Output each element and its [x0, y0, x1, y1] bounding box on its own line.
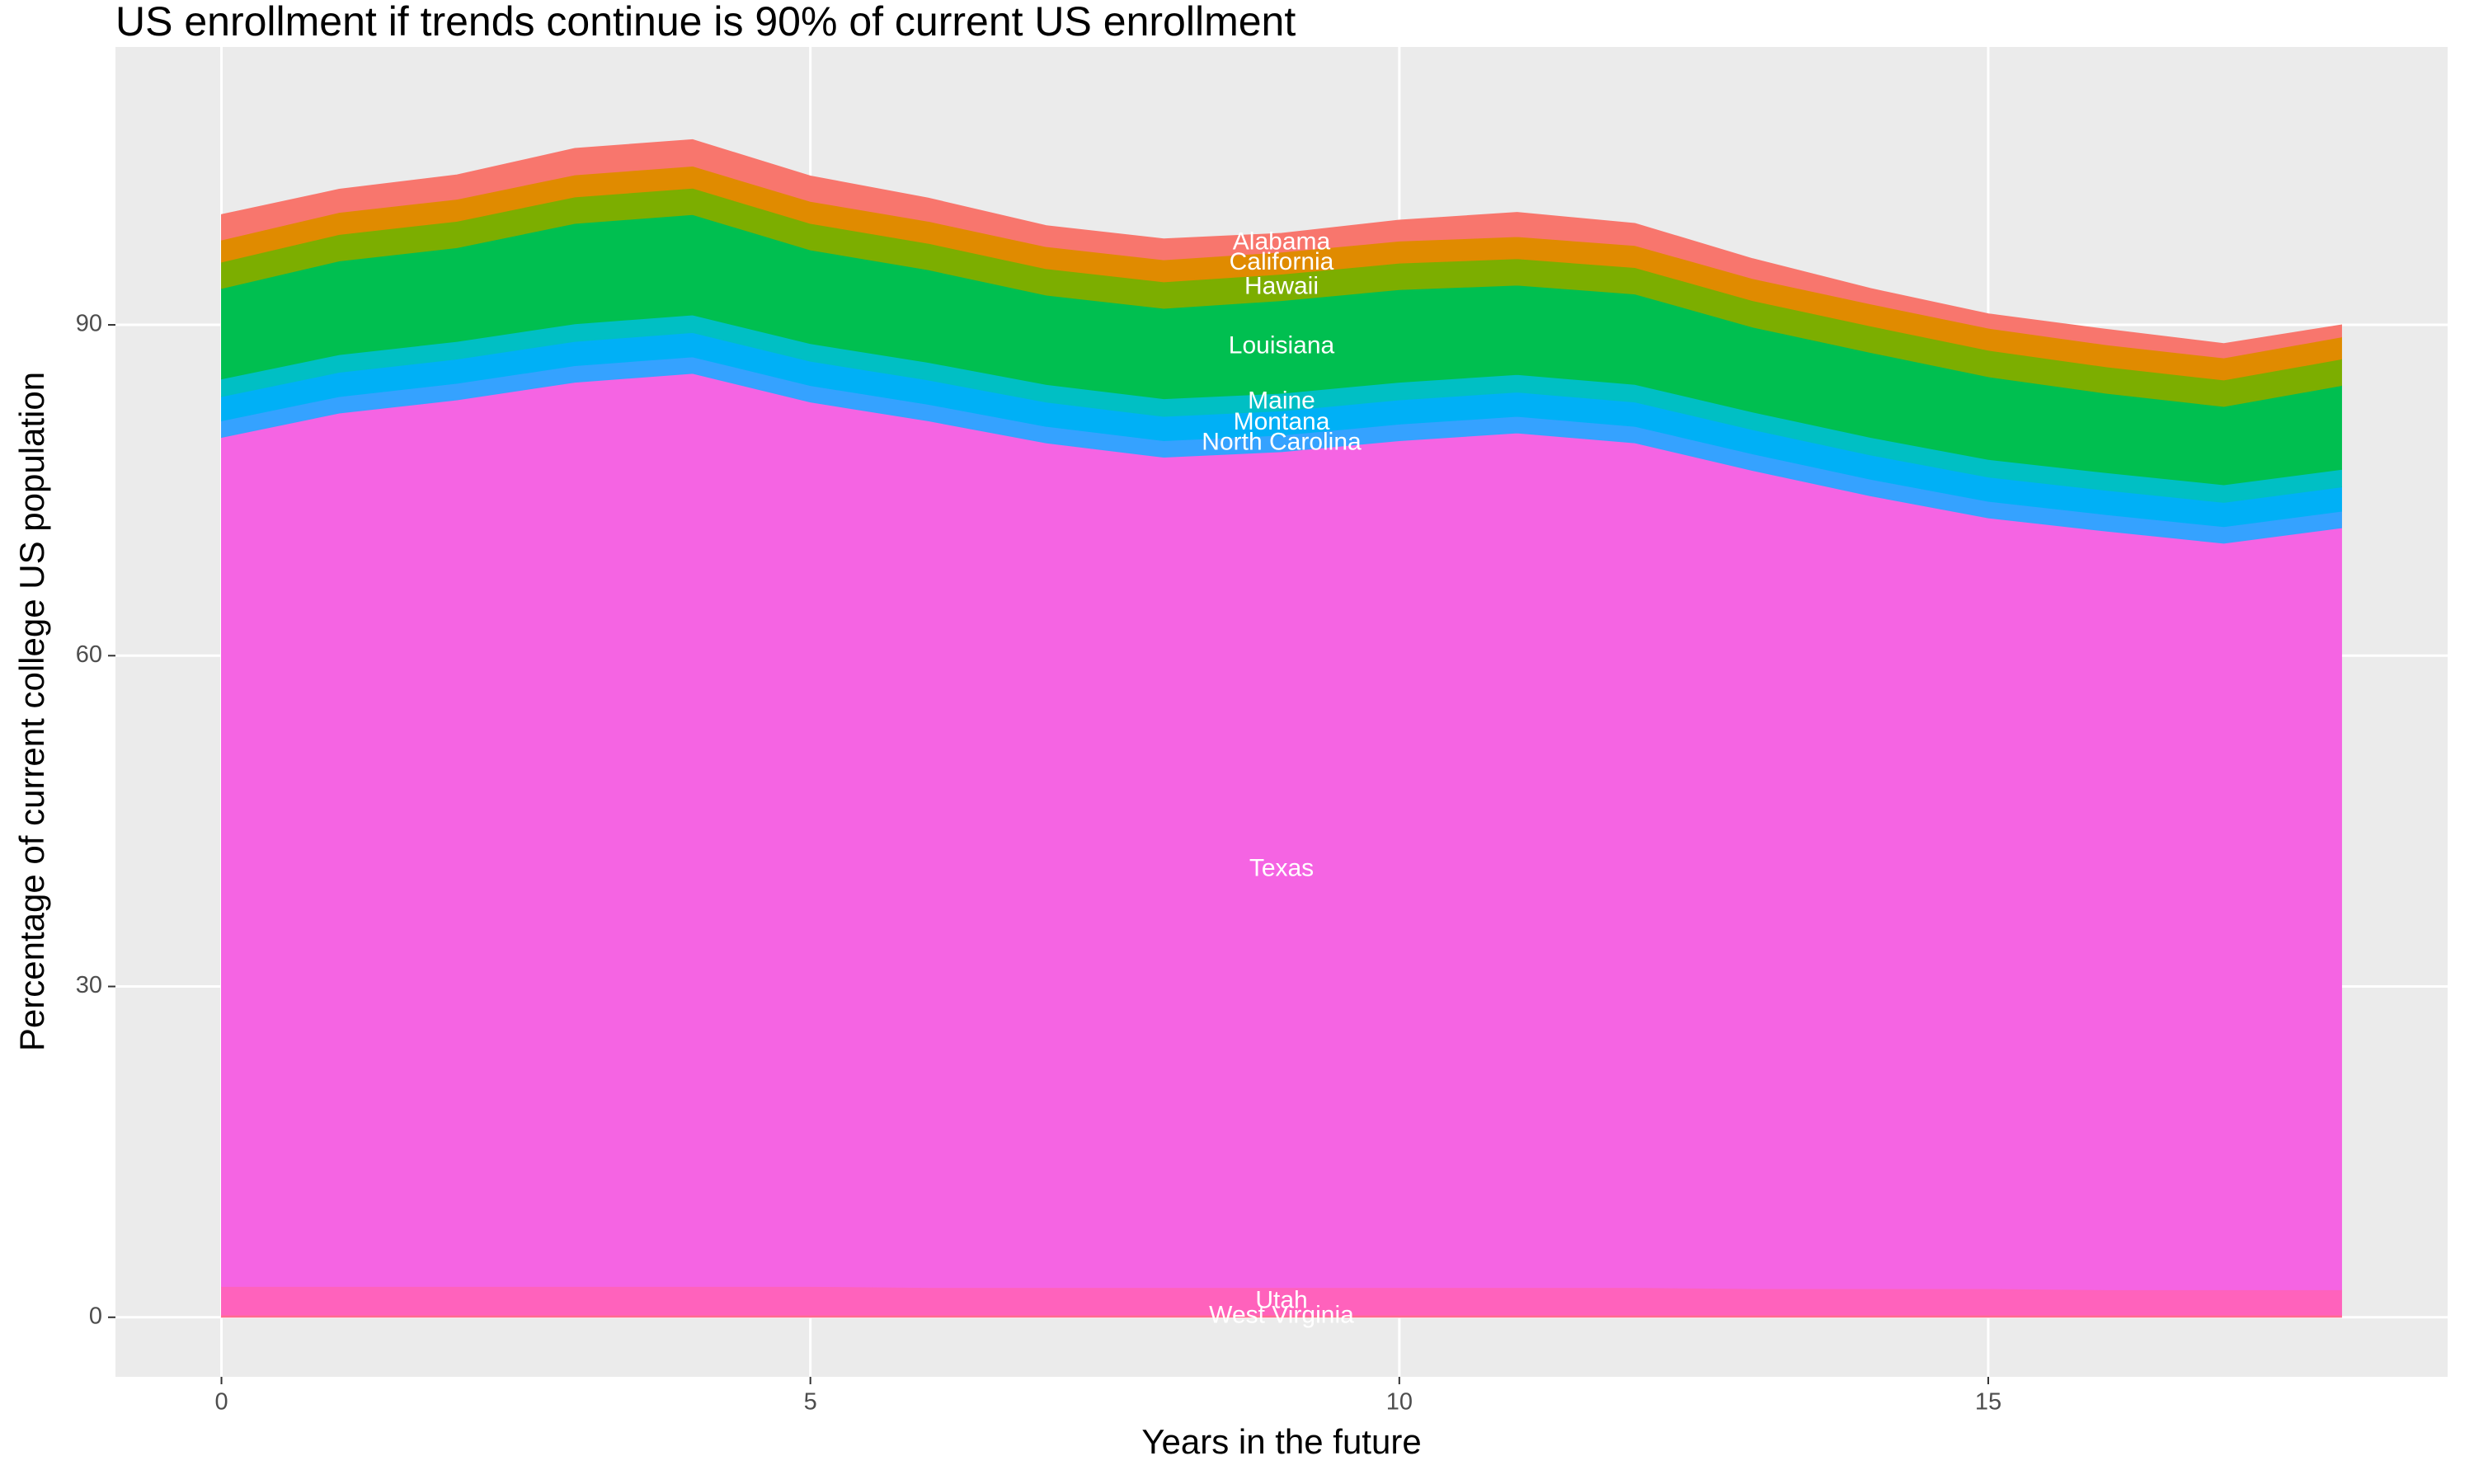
y-tick-label: 30	[76, 972, 102, 998]
y-tick-label: 0	[89, 1303, 102, 1329]
chart-title: US enrollment if trends continue is 90% …	[115, 0, 1296, 45]
area-label: Hawaii	[1244, 272, 1319, 299]
area-label: North Carolina	[1202, 429, 1362, 456]
y-tick-label: 60	[76, 641, 102, 668]
area-label: California	[1230, 248, 1334, 275]
area	[221, 139, 2342, 359]
area-label: West Virginia	[1209, 1301, 1354, 1328]
x-tick-label: 0	[214, 1389, 228, 1416]
x-tick-label: 5	[804, 1389, 817, 1416]
x-tick-label: 15	[1975, 1389, 2001, 1416]
area-label: Texas	[1249, 855, 1314, 882]
y-axis-title: Percentage of current college US populat…	[12, 372, 51, 1051]
area-label: Maine	[1248, 387, 1315, 415]
x-axis-title: Years in the future	[1141, 1422, 1421, 1461]
area-label: Louisiana	[1229, 332, 1335, 359]
y-tick-label: 90	[76, 311, 102, 337]
area-label: Alabama	[1233, 228, 1331, 255]
area-label: Utah	[1255, 1286, 1307, 1313]
area-label: Montana	[1234, 408, 1330, 435]
x-tick-label: 10	[1386, 1389, 1413, 1416]
